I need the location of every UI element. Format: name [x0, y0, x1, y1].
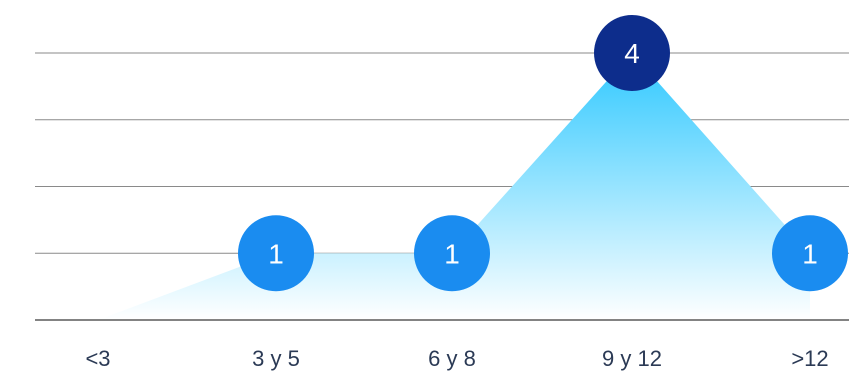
data-label: 1 [444, 238, 460, 269]
x-tick-label: >12 [791, 346, 828, 371]
data-point-marker [594, 15, 670, 91]
data-point-marker [772, 215, 848, 292]
data-label: 1 [802, 238, 818, 269]
data-point-marker [238, 215, 314, 292]
x-tick-label: 3 y 5 [252, 346, 300, 371]
data-point-bubble: 1 [414, 215, 490, 292]
x-tick-labels: <3 3 y 5 6 y 8 9 y 12 >12 [85, 346, 828, 371]
data-point-bubble: 1 [238, 215, 314, 292]
x-tick-label: 6 y 8 [428, 346, 476, 371]
x-tick-label: 9 y 12 [602, 346, 662, 371]
data-label: 1 [268, 238, 284, 269]
data-point-marker [414, 215, 490, 292]
data-label-bubbles: 1 1 4 1 [238, 15, 848, 292]
data-point-bubble: 4 [594, 15, 670, 91]
x-tick-label: <3 [85, 346, 110, 371]
data-point-bubble: 1 [772, 215, 848, 292]
data-label: 4 [624, 38, 640, 69]
